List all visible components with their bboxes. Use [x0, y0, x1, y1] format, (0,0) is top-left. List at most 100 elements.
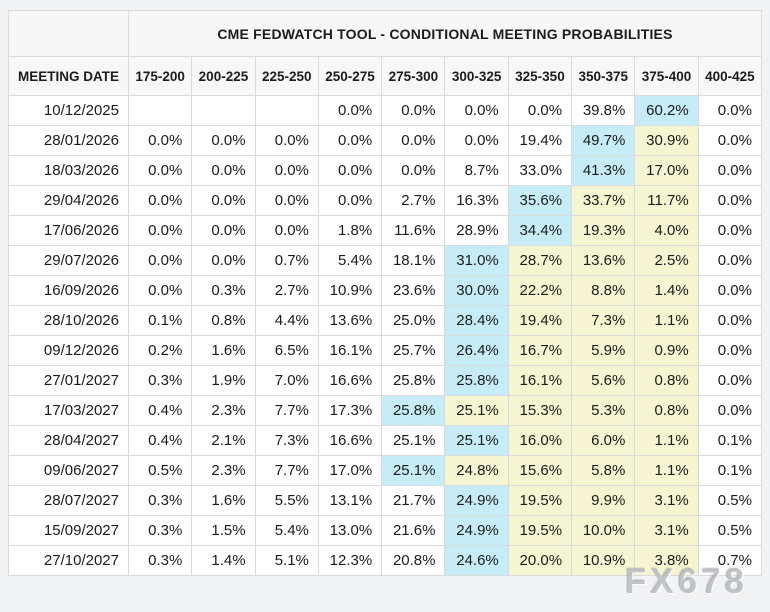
probability-cell: 1.4% — [191, 545, 256, 576]
probability-cell: 25.0% — [381, 305, 446, 336]
probability-cell: 0.0% — [697, 125, 763, 156]
meeting-date-cell: 17/06/2026 — [8, 215, 129, 246]
probability-cell — [191, 95, 256, 126]
probability-cell: 25.8% — [381, 395, 446, 426]
probability-cell: 16.6% — [317, 425, 383, 456]
probability-cell: 0.5% — [127, 455, 193, 486]
probability-cell: 15.6% — [507, 455, 573, 486]
probability-cell: 1.1% — [634, 305, 699, 336]
probability-cell: 0.1% — [127, 305, 193, 336]
probability-cell: 0.0% — [254, 155, 319, 186]
probability-cell: 33.7% — [571, 185, 636, 216]
probability-cell: 24.8% — [444, 455, 509, 486]
fedwatch-probabilities-table: CME FEDWATCH TOOL - CONDITIONAL MEETING … — [8, 10, 763, 576]
probability-cell: 18.1% — [381, 245, 446, 276]
probability-cell: 0.0% — [697, 95, 763, 126]
probability-cell: 25.1% — [381, 425, 446, 456]
probability-cell: 19.4% — [507, 305, 573, 336]
probability-cell: 0.0% — [317, 155, 383, 186]
probability-cell: 5.9% — [571, 335, 636, 366]
probability-cell: 0.0% — [317, 95, 383, 126]
probability-cell: 2.1% — [191, 425, 256, 456]
probability-cell: 49.7% — [571, 125, 636, 156]
table-row: 29/04/2026 0.0% 0.0% 0.0% 0.0% 2.7% 16.3% 35.6%… — [8, 185, 763, 216]
table-row: 18/03/2026 0.0% 0.0% 0.0% 0.0% 0.0% 8.7% 33.0% 4… — [8, 155, 763, 186]
probability-cell: 5.1% — [254, 545, 319, 576]
meeting-date-cell: 15/09/2027 — [8, 515, 129, 546]
probability-cell: 22.2% — [507, 275, 573, 306]
table-row: 09/12/2026 0.2% 1.6% 6.5% 16.1% 25.7% 26.4% 16.… — [8, 335, 763, 366]
probability-cell: 11.6% — [381, 215, 446, 246]
probability-cell: 21.6% — [381, 515, 446, 546]
probability-cell: 39.8% — [571, 95, 636, 126]
probability-cell: 0.0% — [697, 365, 763, 396]
probability-cell: 19.3% — [571, 215, 636, 246]
meeting-date-cell: 09/06/2027 — [8, 455, 129, 486]
probability-cell: 6.0% — [571, 425, 636, 456]
probability-cell: 0.0% — [191, 185, 256, 216]
probability-cell: 20.8% — [381, 545, 446, 576]
title-row: CME FEDWATCH TOOL - CONDITIONAL MEETING … — [8, 10, 762, 57]
probability-cell: 16.3% — [444, 185, 509, 216]
probability-cell: 41.3% — [571, 155, 636, 186]
probability-cell: 0.0% — [191, 215, 256, 246]
meeting-date-cell: 17/03/2027 — [8, 395, 129, 426]
probability-cell: 60.2% — [634, 95, 699, 126]
probability-cell: 1.1% — [634, 425, 699, 456]
probability-cell: 2.3% — [191, 455, 256, 486]
probability-cell: 13.1% — [317, 485, 383, 516]
probability-cell: 0.0% — [697, 185, 763, 216]
probability-cell: 0.8% — [634, 365, 699, 396]
probability-cell: 0.8% — [191, 305, 256, 336]
table-row: 27/10/2027 0.3% 1.4% 5.1% 12.3% 20.8% 24.6% 20.… — [8, 545, 763, 576]
probability-cell: 5.6% — [571, 365, 636, 396]
probability-cell: 0.2% — [127, 335, 193, 366]
probability-cell: 0.0% — [254, 215, 319, 246]
probability-cell: 0.0% — [697, 305, 763, 336]
probability-cell: 17.0% — [317, 455, 383, 486]
probability-cell: 33.0% — [507, 155, 573, 186]
probability-cell: 11.7% — [634, 185, 699, 216]
probability-cell: 0.0% — [317, 125, 383, 156]
meeting-date-cell: 09/12/2026 — [8, 335, 129, 366]
probability-cell: 23.6% — [381, 275, 446, 306]
column-header-rate-range: 200-225 — [191, 56, 256, 96]
probability-cell: 28.4% — [444, 305, 509, 336]
table-row: 09/06/2027 0.5% 2.3% 7.7% 17.0% 25.1% 24.8% 15.… — [8, 455, 763, 486]
corner-cell — [8, 10, 129, 57]
probability-cell: 19.4% — [507, 125, 573, 156]
column-header-rate-range: 375-400 — [634, 56, 699, 96]
probability-cell: 0.7% — [697, 545, 763, 576]
probability-cell: 0.0% — [697, 335, 763, 366]
probability-cell: 0.0% — [191, 155, 256, 186]
table-row: 29/07/2026 0.0% 0.0% 0.7% 5.4% 18.1% 31.0% 28.7… — [8, 245, 763, 276]
probability-cell: 13.0% — [317, 515, 383, 546]
table-row: 17/06/2026 0.0% 0.0% 0.0% 1.8% 11.6% 28.9% 34.4… — [8, 215, 763, 246]
probability-cell: 10.0% — [571, 515, 636, 546]
probability-cell: 4.0% — [634, 215, 699, 246]
probability-cell: 0.0% — [381, 155, 446, 186]
probability-cell: 0.0% — [254, 185, 319, 216]
probability-cell: 0.3% — [127, 485, 193, 516]
probability-cell: 0.0% — [127, 275, 193, 306]
probability-cell: 10.9% — [571, 545, 636, 576]
meeting-date-cell: 18/03/2026 — [8, 155, 129, 186]
probability-cell: 1.4% — [634, 275, 699, 306]
column-header-rate-range: 275-300 — [381, 56, 446, 96]
probability-cell: 28.9% — [444, 215, 509, 246]
probability-cell: 17.0% — [634, 155, 699, 186]
probability-cell: 30.0% — [444, 275, 509, 306]
probability-cell: 0.3% — [127, 515, 193, 546]
probability-cell: 25.8% — [381, 365, 446, 396]
probability-cell: 25.1% — [444, 425, 509, 456]
probability-cell: 15.3% — [507, 395, 573, 426]
table-row: 28/07/2027 0.3% 1.6% 5.5% 13.1% 21.7% 24.9% 19.… — [8, 485, 763, 516]
table-row: 28/04/2027 0.4% 2.1% 7.3% 16.6% 25.1% 25.1% 16.… — [8, 425, 763, 456]
probability-cell: 4.4% — [254, 305, 319, 336]
probability-cell: 0.0% — [697, 245, 763, 276]
table-row: 28/10/2026 0.1% 0.8% 4.4% 13.6% 25.0% 28.4% 19.… — [8, 305, 763, 336]
probability-cell: 24.9% — [444, 485, 509, 516]
probability-cell: 0.0% — [697, 155, 763, 186]
probability-cell: 25.1% — [381, 455, 446, 486]
probability-cell: 16.0% — [507, 425, 573, 456]
